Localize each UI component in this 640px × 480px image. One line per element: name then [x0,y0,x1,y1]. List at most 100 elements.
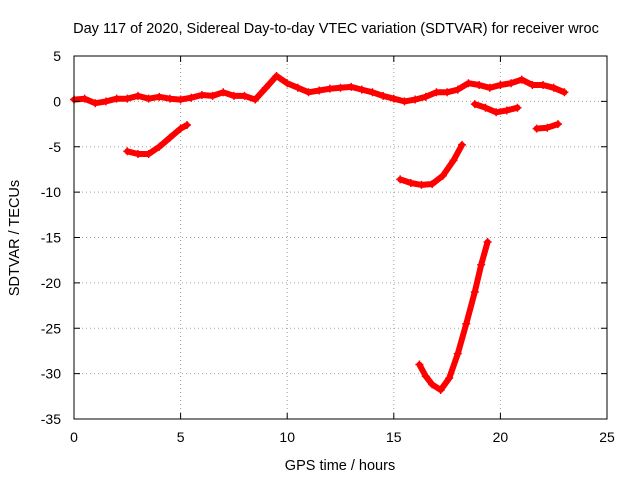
data-point [470,100,479,109]
data-point [133,91,142,100]
data-point [123,147,132,156]
data-point [436,385,445,394]
y-axis-label: SDTVAR / TECUs [7,180,23,296]
data-point [144,150,153,159]
data-point [208,91,217,100]
data-point [155,142,164,151]
x-tick-label: 15 [386,429,402,445]
grid [74,56,607,419]
axis-ticks: 0 5 10 15 20 25 -35 -30 -25 -20 -15 -10 -5 0 5 [41,48,615,445]
data-point [453,349,462,358]
data-point [560,88,569,97]
data-point [133,150,142,159]
data-point [513,103,522,112]
data-point [165,133,174,142]
data-point [304,88,313,97]
data-point [481,103,490,112]
data-series-group [470,100,522,117]
data-point [396,175,405,184]
data-point [443,88,452,97]
data-point [411,95,420,104]
data-point [347,82,356,91]
data-point [432,88,441,97]
data-point [502,106,511,115]
y-tick-label: 5 [53,48,61,64]
data-point [470,287,479,296]
data-point [464,79,473,88]
data-point [165,94,174,103]
data-point [485,83,494,92]
x-axis-label: GPS time / hours [285,458,395,474]
data-point [532,124,541,133]
data-point [428,380,437,389]
data-point [449,156,458,165]
data-point [428,179,437,188]
data-point [155,92,164,101]
data-point [462,319,471,328]
data-point [229,91,238,100]
data-point [406,179,415,188]
y-tick-label: -5 [49,139,62,155]
data-point [144,94,153,103]
data-point [483,238,492,247]
data-point [176,95,185,104]
y-tick-label: -30 [41,366,61,382]
data-point [528,81,537,90]
data-point [112,94,121,103]
data-point [475,81,484,90]
data-point [549,83,558,92]
data-series-group [70,71,569,108]
data-point [240,91,249,100]
data-series [70,71,569,394]
y-tick-label: -15 [41,230,61,246]
x-tick-label: 20 [493,429,509,445]
data-point [389,94,398,103]
data-point [219,88,228,97]
data-point [176,124,185,133]
data-point [187,93,196,102]
y-tick-label: -25 [41,320,61,336]
data-point [458,140,467,149]
data-point [417,180,426,189]
data-point [91,99,100,108]
data-point [421,372,430,381]
x-tick-label: 25 [599,429,615,445]
series-trace [397,141,465,188]
data-point [445,374,454,383]
data-point [101,97,110,106]
y-tick-label: -10 [41,184,61,200]
data-series-group [123,120,191,159]
data-point [415,360,424,369]
data-point [293,83,302,92]
data-point [272,71,281,80]
data-point [539,81,548,90]
data-point [251,95,260,104]
data-point [477,260,486,269]
data-point [315,86,324,95]
y-tick-label: -35 [41,411,61,427]
data-point [379,91,388,100]
data-point [517,75,526,84]
data-series-group [396,140,467,189]
plot-frame [73,55,608,420]
data-point [492,108,501,117]
data-point [453,85,462,94]
data-point [336,83,345,92]
data-point [507,79,516,88]
x-tick-label: 5 [177,429,185,445]
chart-title: Day 117 of 2020, Sidereal Day-to-day VTE… [73,21,599,37]
data-point [553,120,562,129]
data-point [325,84,334,93]
data-point [283,79,292,88]
data-point [80,94,89,103]
y-tick-label: -20 [41,275,61,291]
data-point [543,123,552,132]
data-point [421,92,430,101]
data-point [123,94,132,103]
x-tick-label: 10 [279,429,295,445]
data-point [438,171,447,180]
data-series-group [532,120,562,133]
data-point [400,97,409,106]
data-point [496,81,505,90]
